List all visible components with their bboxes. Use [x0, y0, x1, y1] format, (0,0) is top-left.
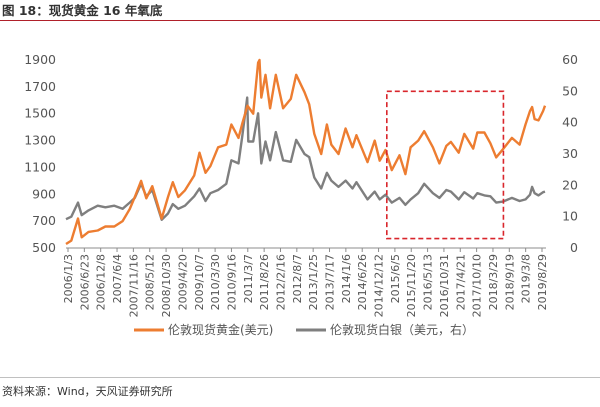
x-tick-label: 2019/3/8	[520, 254, 533, 303]
y-right-tick-label: 0	[570, 240, 578, 255]
x-tick-label: 2006/1/3	[62, 254, 75, 303]
gold-price-line	[65, 58, 547, 246]
legend: 伦敦现货黄金(美元) 伦敦现货白银（美元，右）	[134, 322, 474, 337]
right-y-axis: 0 10 20 30 40 50 60	[562, 52, 578, 255]
y-right-tick-label: 60	[562, 52, 578, 67]
x-tick-label: 2012/2/16	[274, 254, 287, 310]
x-tick-label: 2016/10/31	[438, 254, 451, 317]
y-left-tick-label: 900	[32, 186, 56, 201]
x-tick-label: 2006/12/8	[95, 254, 108, 310]
x-tick-label: 2006/6/23	[78, 254, 91, 310]
x-tick-label: 2010/3/30	[209, 254, 222, 310]
x-tick-label: 2008/10/30	[160, 254, 173, 317]
title-rule	[0, 20, 600, 21]
y-right-tick-label: 10	[562, 209, 578, 224]
x-tick-label: 2009/4/20	[176, 254, 189, 310]
highlight-box	[386, 90, 505, 240]
x-tick-label: 2014/12/12	[373, 254, 386, 317]
left-y-axis: 500 700 900 1100 1300 1500 1700 1900	[24, 52, 56, 255]
source-note: 资料来源：Wind，天风证券研究所	[2, 385, 173, 398]
x-tick-label: 2011/8/26	[258, 254, 271, 310]
footer-rule	[0, 377, 600, 378]
x-tick-label: 2015/6/5	[389, 254, 402, 303]
y-left-tick-label: 1300	[24, 133, 56, 148]
y-left-tick-label: 1700	[24, 79, 56, 94]
gold-silver-chart: 500 700 900 1100 1300 1500 1700 1900 0 10 20 30 40 5…	[24, 52, 578, 337]
x-tick-label: 2018/9/19	[503, 254, 516, 310]
x-axis: 2006/1/3 2006/6/23 2006/12/8 2007/6/4 2007/1…	[62, 247, 549, 317]
legend-label-silver: 伦敦现货白银（美元，右）	[330, 322, 474, 337]
y-right-tick-label: 30	[562, 146, 578, 161]
y-right-tick-label: 20	[562, 177, 578, 192]
x-tick-label: 2018/3/29	[487, 254, 500, 310]
x-tick-label: 2016/5/13	[422, 254, 435, 310]
x-tick-label: 2014/1/6	[340, 254, 353, 303]
y-right-tick-label: 40	[562, 115, 578, 130]
y-left-tick-label: 1900	[24, 52, 56, 67]
x-tick-label: 2013/1/25	[307, 254, 320, 310]
y-right-tick-label: 50	[562, 83, 578, 98]
y-left-tick-label: 500	[32, 240, 56, 255]
silver-price-line	[65, 96, 546, 221]
x-tick-label: 2007/11/16	[127, 254, 140, 317]
x-tick-label: 2017/4/21	[454, 254, 467, 310]
x-tick-label: 2009/10/7	[193, 254, 206, 310]
series-lines	[65, 58, 547, 246]
x-tick-label: 2017/10/10	[471, 254, 484, 317]
y-left-tick-label: 700	[32, 213, 56, 228]
x-tick-label: 2012/8/7	[291, 254, 304, 303]
y-left-tick-label: 1500	[24, 106, 56, 121]
x-tick-label: 2015/11/20	[405, 254, 418, 317]
chart-title: 图 18：现货黄金 16 年氧底	[2, 3, 163, 18]
x-tick-label: 2013/7/17	[324, 254, 337, 310]
highlight-rect	[386, 90, 505, 240]
x-tick-label: 2010/9/16	[225, 254, 238, 310]
legend-label-gold: 伦敦现货黄金(美元)	[168, 322, 273, 337]
x-tick-label: 2019/8/29	[536, 254, 549, 310]
x-tick-label: 2014/6/26	[356, 254, 369, 310]
y-left-tick-label: 1100	[24, 159, 56, 174]
x-tick-label: 2007/6/4	[111, 254, 124, 303]
x-tick-label: 2011/3/7	[242, 254, 255, 303]
x-tick-label: 2008/5/12	[144, 254, 157, 310]
